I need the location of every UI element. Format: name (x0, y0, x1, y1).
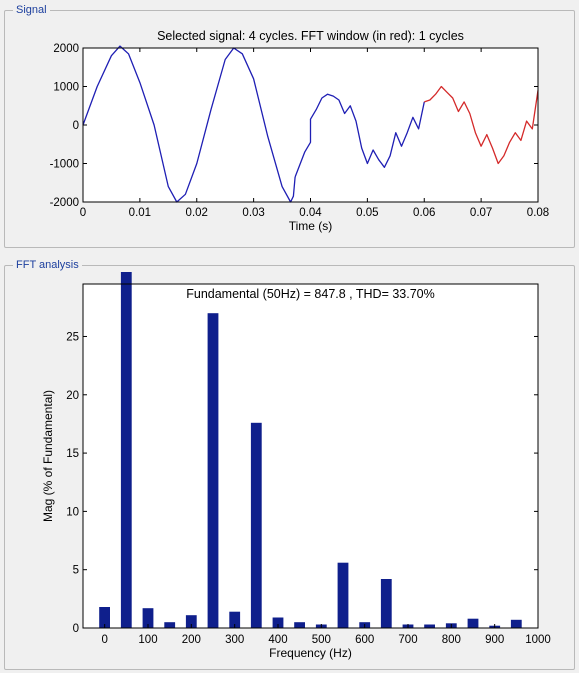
signal-x-axis-label: Time (s) (289, 219, 333, 233)
x-tick-label: 400 (268, 634, 287, 646)
fft-bar (272, 617, 284, 628)
x-tick-label: 0.01 (129, 207, 151, 219)
fft-bar (207, 313, 219, 628)
fft-bar (229, 611, 241, 628)
fft-bar (294, 622, 305, 628)
fft-bar (120, 272, 132, 628)
y-tick-label: 25 (66, 331, 79, 343)
fft-bar (185, 615, 197, 628)
x-tick-label: 900 (485, 634, 504, 646)
x-tick-label: 500 (312, 634, 331, 646)
x-tick-label: 0.05 (356, 207, 378, 219)
fft-analysis-panel: FFT analysis (4, 258, 575, 670)
y-tick-label: -1000 (50, 159, 79, 171)
signal-axes-box (82, 47, 539, 203)
x-tick-label: 800 (442, 634, 461, 646)
x-tick-label: 0.06 (413, 207, 435, 219)
x-tick-label: 600 (355, 634, 374, 646)
x-tick-label: 200 (182, 634, 201, 646)
fft-bar (424, 624, 435, 628)
x-tick-label: 700 (398, 634, 417, 646)
signal-chart-title: Selected signal: 4 cycles. FFT window (i… (157, 29, 464, 43)
fft-plot-area (83, 284, 538, 628)
x-tick-label: 0 (101, 634, 107, 646)
fft-bar (250, 422, 262, 628)
y-tick-label: 2000 (53, 43, 79, 55)
fft-bar (467, 618, 479, 628)
fft-y-axis-label: Mag (% of Fundamental) (41, 390, 55, 522)
x-tick-label: 0.04 (299, 207, 322, 219)
x-tick-label: 0.08 (527, 207, 549, 219)
fft-bar (99, 607, 110, 628)
x-tick-label: 0.07 (470, 207, 492, 219)
y-tick-label: 15 (66, 448, 79, 460)
signal-panel-title: Signal (13, 3, 50, 17)
y-tick-label: 0 (73, 120, 79, 132)
fft-bar (142, 608, 154, 628)
signal-chart: Selected signal: 4 cycles. FFT window (i… (50, 29, 550, 233)
fft-chart-title: Fundamental (50Hz) = 847.8 , THD= 33.70% (186, 287, 435, 301)
fft-bar (510, 619, 522, 628)
signal-line-0 (82, 45, 296, 203)
y-tick-label: 5 (73, 565, 79, 577)
y-tick-label: -2000 (50, 197, 79, 209)
x-tick-label: 300 (225, 634, 244, 646)
y-tick-label: 0 (73, 623, 79, 635)
signal-line-1 (294, 93, 425, 178)
fft-panel-title: FFT analysis (13, 258, 82, 272)
x-tick-label: 0.02 (186, 207, 208, 219)
x-tick-label: 0 (80, 207, 86, 219)
y-tick-label: 1000 (53, 82, 79, 94)
fft-x-axis-label: Frequency (Hz) (269, 646, 352, 660)
fft-axes-box (82, 283, 539, 629)
x-tick-label: 100 (138, 634, 157, 646)
y-tick-label: 20 (66, 390, 79, 402)
fft-bar (164, 622, 176, 628)
fft-bar (337, 562, 349, 628)
fft-bar (380, 579, 392, 628)
x-tick-label: 1000 (525, 634, 551, 646)
signal-line-2 (424, 85, 539, 165)
x-tick-label: 0.03 (242, 207, 264, 219)
y-tick-label: 10 (66, 506, 79, 518)
signal-panel: Signal (4, 3, 575, 248)
